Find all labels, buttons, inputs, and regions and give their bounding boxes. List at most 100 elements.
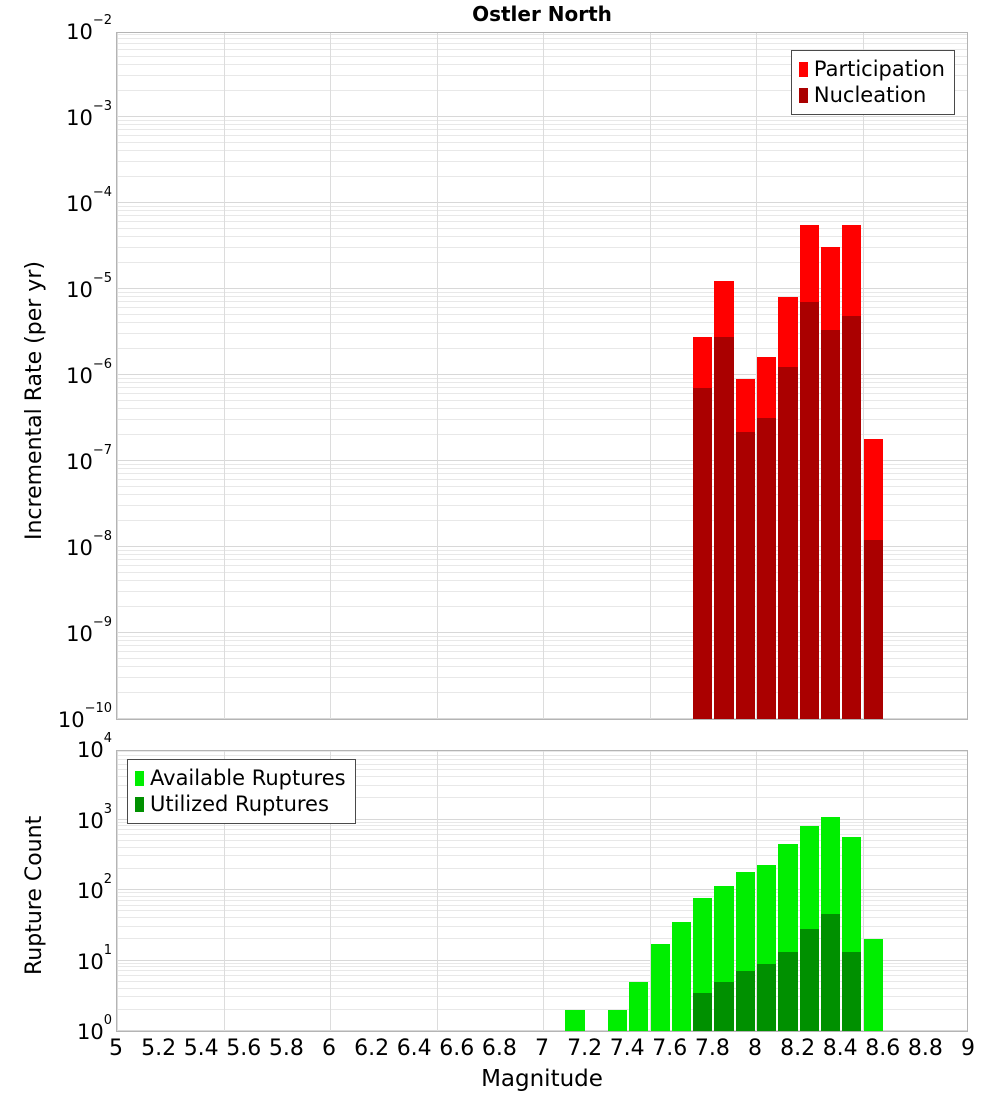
gridline-horizontal — [117, 834, 967, 836]
bar-nucleation — [863, 540, 883, 719]
gridline-horizontal — [117, 645, 967, 647]
gridline-horizontal — [117, 301, 967, 303]
plot-gridlines-top — [117, 33, 967, 719]
gridline-horizontal — [117, 348, 967, 350]
gridline-horizontal — [117, 90, 967, 92]
x-axis-tick-label: 6 — [322, 1036, 336, 1061]
gridline-horizontal — [117, 150, 967, 152]
gridline-horizontal — [117, 227, 967, 229]
gridline-horizontal — [117, 494, 967, 496]
gridline-horizontal — [117, 751, 967, 753]
gridline-horizontal — [117, 758, 967, 760]
bar-utilized-ruptures — [693, 992, 713, 1031]
gridline-horizontal — [117, 966, 967, 968]
legend-label-participation: Participation — [813, 57, 945, 81]
x-axis-tick-label: 5.2 — [141, 1036, 177, 1061]
x-axis-tick-label: 8 — [748, 1036, 762, 1061]
gridline-horizontal — [117, 434, 967, 436]
bar-available-ruptures — [607, 1009, 628, 1031]
x-axis-tick-label: 6.6 — [439, 1036, 475, 1061]
gridline-horizontal — [117, 520, 967, 522]
x-axis-tick-label: 7.4 — [609, 1036, 645, 1061]
x-axis-tick-label: 7.2 — [567, 1036, 603, 1061]
legend-label-available-ruptures: Available Ruptures — [150, 766, 346, 790]
gridline-horizontal — [117, 549, 967, 551]
gridline-horizontal — [117, 374, 967, 375]
legend-item-available-ruptures: Available Ruptures — [135, 765, 346, 791]
gridline-horizontal — [117, 377, 967, 379]
bar-nucleation — [714, 336, 734, 719]
gridline-horizontal — [117, 74, 967, 76]
gridline-horizontal — [117, 43, 967, 45]
gridline-horizontal — [117, 38, 967, 40]
gridline-horizontal — [117, 996, 967, 998]
gridline-horizontal — [117, 322, 967, 324]
gridline-horizontal — [117, 571, 967, 573]
gridline-horizontal — [117, 202, 967, 203]
gridline-horizontal — [117, 221, 967, 223]
gridline-horizontal — [117, 236, 967, 238]
gridline-horizontal — [117, 393, 967, 395]
page-title: Ostler North — [472, 2, 612, 26]
gridline-horizontal — [117, 135, 967, 137]
gridline-vertical — [117, 751, 118, 1031]
gridline-horizontal — [117, 246, 967, 248]
gridline-horizontal — [117, 291, 967, 293]
legend-label-utilized-ruptures: Utilized Ruptures — [150, 792, 329, 816]
gridline-horizontal — [117, 892, 967, 894]
gridline-vertical — [330, 33, 331, 719]
gridline-horizontal — [117, 692, 967, 694]
gridline-horizontal — [117, 970, 967, 972]
gridline-horizontal — [117, 49, 967, 51]
y-axis-tick-label: 10−3 — [66, 99, 112, 130]
gridline-horizontal — [117, 1030, 967, 1031]
x-axis-title: Magnitude — [481, 1066, 603, 1092]
legend-swatch-participation — [798, 61, 808, 77]
gridline-horizontal — [117, 975, 967, 977]
gridline-horizontal — [117, 580, 967, 582]
gridline-horizontal — [117, 296, 967, 298]
gridline-horizontal — [117, 64, 967, 66]
gridline-horizontal — [117, 1008, 967, 1010]
x-axis-tick-label: 8.4 — [822, 1036, 858, 1061]
gridline-horizontal — [117, 846, 967, 848]
x-axis-tick-label: 8.8 — [907, 1036, 943, 1061]
gridline-horizontal — [117, 460, 967, 461]
gridline-horizontal — [117, 33, 967, 35]
gridline-horizontal — [117, 288, 967, 289]
bar-nucleation — [799, 302, 819, 719]
legend-bottom: Available Ruptures Utilized Ruptures — [127, 759, 356, 824]
gridline-vertical — [330, 751, 331, 1031]
gridline-horizontal — [117, 408, 967, 410]
bar-utilized-ruptures — [735, 971, 755, 1031]
gridline-horizontal — [117, 141, 967, 143]
gridline-vertical — [756, 751, 757, 1031]
gridline-vertical — [223, 33, 225, 719]
gridline-horizontal — [117, 124, 967, 126]
bar-series-bottom — [117, 751, 967, 1031]
x-axis-tick-label: 5.4 — [183, 1036, 219, 1061]
gridline-horizontal — [117, 129, 967, 131]
gridline-horizontal — [117, 485, 967, 487]
gridline-horizontal — [117, 987, 967, 989]
bar-nucleation — [757, 417, 777, 719]
gridline-horizontal — [117, 980, 967, 982]
y-axis-title-bottom: Rupture Count — [22, 815, 47, 975]
gridline-horizontal — [117, 718, 967, 719]
gridline-horizontal — [117, 917, 967, 919]
gridline-horizontal — [117, 116, 967, 117]
gridline-horizontal — [117, 818, 967, 820]
gridline-horizontal — [117, 590, 967, 592]
gridline-horizontal — [117, 468, 967, 470]
gridline-horizontal — [117, 938, 967, 940]
x-axis-tick-label: 5.8 — [268, 1036, 304, 1061]
gridline-vertical — [543, 751, 544, 1031]
gridline-horizontal — [117, 332, 967, 334]
gridline-horizontal — [117, 479, 967, 481]
legend-item-nucleation: Nucleation — [798, 82, 945, 108]
x-axis-tick-label: 5 — [109, 1036, 123, 1061]
x-axis-ticks: 5 5.2 5.4 5.6 5.8 6 6.2 6.4 6.6 6.8 7 7.2 7.4 7.6 7.8 8… — [0, 1036, 1000, 1066]
gridline-horizontal — [117, 776, 967, 778]
gridline-horizontal — [117, 215, 967, 217]
bar-available-ruptures — [565, 1009, 585, 1031]
